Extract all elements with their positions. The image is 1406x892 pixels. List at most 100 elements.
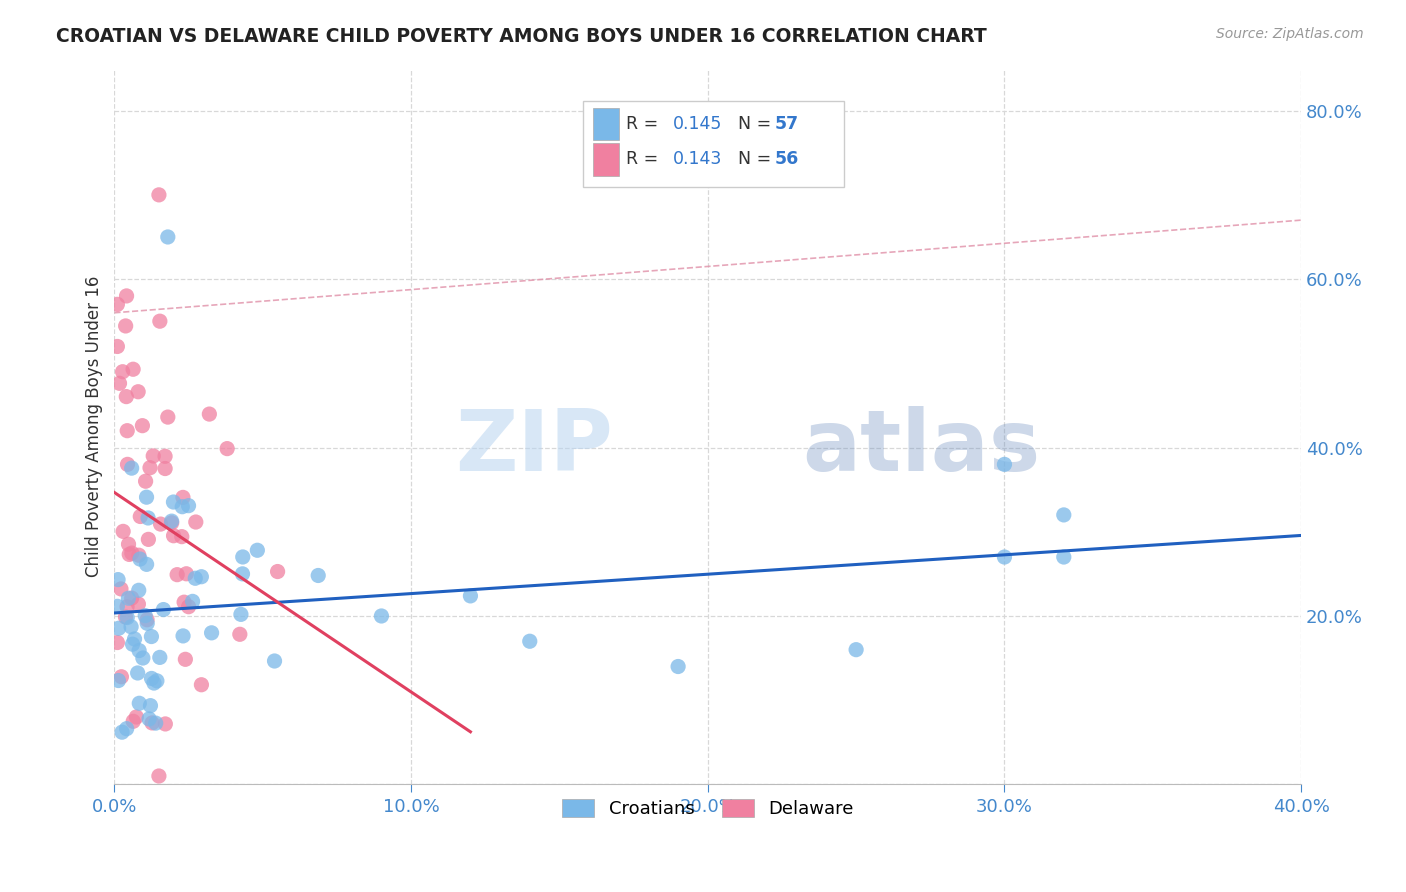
Text: R =: R = <box>626 115 664 133</box>
Point <box>121 637 143 651</box>
Point <box>177 499 200 513</box>
Point <box>134 608 156 623</box>
Point <box>105 297 128 311</box>
Point <box>118 548 141 562</box>
Point <box>246 543 269 558</box>
Text: ZIP: ZIP <box>456 407 613 490</box>
Point <box>139 460 162 475</box>
Point <box>121 591 143 606</box>
Point <box>105 635 128 649</box>
Point <box>174 652 197 666</box>
Point <box>160 516 183 530</box>
Point <box>993 458 1015 472</box>
Point <box>266 565 288 579</box>
Point <box>176 566 198 581</box>
Point <box>1053 508 1076 522</box>
Point <box>149 314 172 328</box>
Point <box>115 390 138 404</box>
Point <box>124 632 146 646</box>
Point <box>1053 549 1076 564</box>
Point <box>162 495 184 509</box>
Point <box>138 533 160 547</box>
Point <box>263 654 285 668</box>
Point <box>231 566 253 581</box>
Point <box>152 602 174 616</box>
Point <box>155 717 177 731</box>
Point <box>190 678 212 692</box>
Point <box>115 289 138 303</box>
Point <box>166 567 188 582</box>
Text: N =: N = <box>727 115 776 133</box>
Point <box>232 549 254 564</box>
Point <box>172 500 194 514</box>
Point <box>993 549 1015 564</box>
Point <box>307 568 329 582</box>
Point <box>141 715 163 730</box>
Point <box>127 384 149 399</box>
Point <box>110 670 132 684</box>
Point <box>135 558 157 572</box>
Point <box>125 710 148 724</box>
Point <box>122 714 145 729</box>
Point <box>129 552 152 566</box>
Point <box>148 187 170 202</box>
Point <box>142 449 165 463</box>
Point <box>107 621 129 635</box>
Point <box>172 629 194 643</box>
Point <box>190 570 212 584</box>
Text: Source: ZipAtlas.com: Source: ZipAtlas.com <box>1216 27 1364 41</box>
Bar <box>583 101 844 186</box>
Point <box>149 517 172 532</box>
Point <box>105 339 128 353</box>
Point <box>115 424 138 438</box>
Point <box>136 511 159 525</box>
Point <box>128 696 150 710</box>
Legend: Croatians, Delaware: Croatians, Delaware <box>554 792 860 825</box>
Point <box>172 491 194 505</box>
Point <box>107 573 129 587</box>
Point <box>115 599 138 614</box>
Point <box>460 589 482 603</box>
Point <box>121 461 143 475</box>
Point <box>519 634 541 648</box>
Y-axis label: Child Poverty Among Boys Under 16: Child Poverty Among Boys Under 16 <box>86 276 103 577</box>
Point <box>170 530 193 544</box>
Point <box>107 673 129 688</box>
Point <box>153 461 176 475</box>
Point <box>153 450 176 464</box>
Point <box>845 642 868 657</box>
Point <box>666 659 689 673</box>
Point <box>138 712 160 726</box>
Point <box>136 613 159 627</box>
Text: 0.143: 0.143 <box>673 151 723 169</box>
Point <box>136 616 159 631</box>
Point <box>141 672 163 686</box>
Point <box>145 716 167 731</box>
Point <box>110 582 132 596</box>
Point <box>370 609 392 624</box>
Text: R =: R = <box>626 151 664 169</box>
Point <box>160 514 183 528</box>
Point <box>117 537 139 551</box>
Point <box>135 474 157 488</box>
Point <box>156 230 179 244</box>
Point <box>114 610 136 624</box>
Point <box>129 509 152 524</box>
Point <box>120 620 142 634</box>
Point <box>111 725 134 739</box>
Point <box>127 597 149 611</box>
Point <box>128 583 150 598</box>
Point <box>128 643 150 657</box>
Text: atlas: atlas <box>803 407 1040 490</box>
Point <box>149 650 172 665</box>
Point <box>121 546 143 560</box>
Point <box>128 548 150 562</box>
Bar <box>593 108 619 140</box>
Point <box>198 407 221 421</box>
Point <box>156 410 179 425</box>
Point <box>132 651 155 665</box>
Point <box>115 722 138 736</box>
Text: 0.145: 0.145 <box>673 115 723 133</box>
Point <box>181 594 204 608</box>
Point <box>200 625 222 640</box>
